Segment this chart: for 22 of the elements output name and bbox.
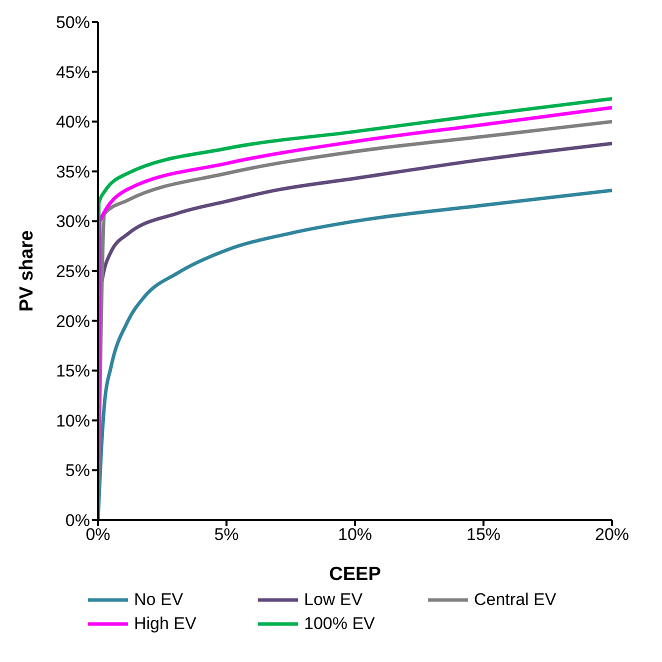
x-tick-label: 0% [86,525,110,544]
y-tick-label: 25% [56,262,90,282]
x-tick-label: 20% [594,525,630,544]
y-tick-label: 15% [56,362,90,381]
y-tick-label: 45% [56,62,90,82]
y-tick-label: 35% [56,162,90,182]
y-tick-label: 10% [56,411,90,430]
x-tick-label: 10% [338,525,372,544]
x-tick-label: 15% [466,525,501,544]
y-tick-label: 50% [56,13,90,32]
x-axis-title: CEEP [329,564,382,585]
y-axis-title: PV share [16,230,38,312]
legend-label: Central EV [474,590,556,610]
legend-label: 100% EV [304,614,375,634]
legend-label: Low EV [304,590,363,610]
x-tick-label: 5% [214,525,239,544]
legend-label: No EV [134,590,184,610]
legend-label: High EV [134,614,196,634]
y-tick-label: 20% [56,312,90,331]
y-tick-label: 40% [56,112,90,132]
y-tick-label: 30% [56,212,90,232]
y-tick-label: 5% [65,461,90,480]
